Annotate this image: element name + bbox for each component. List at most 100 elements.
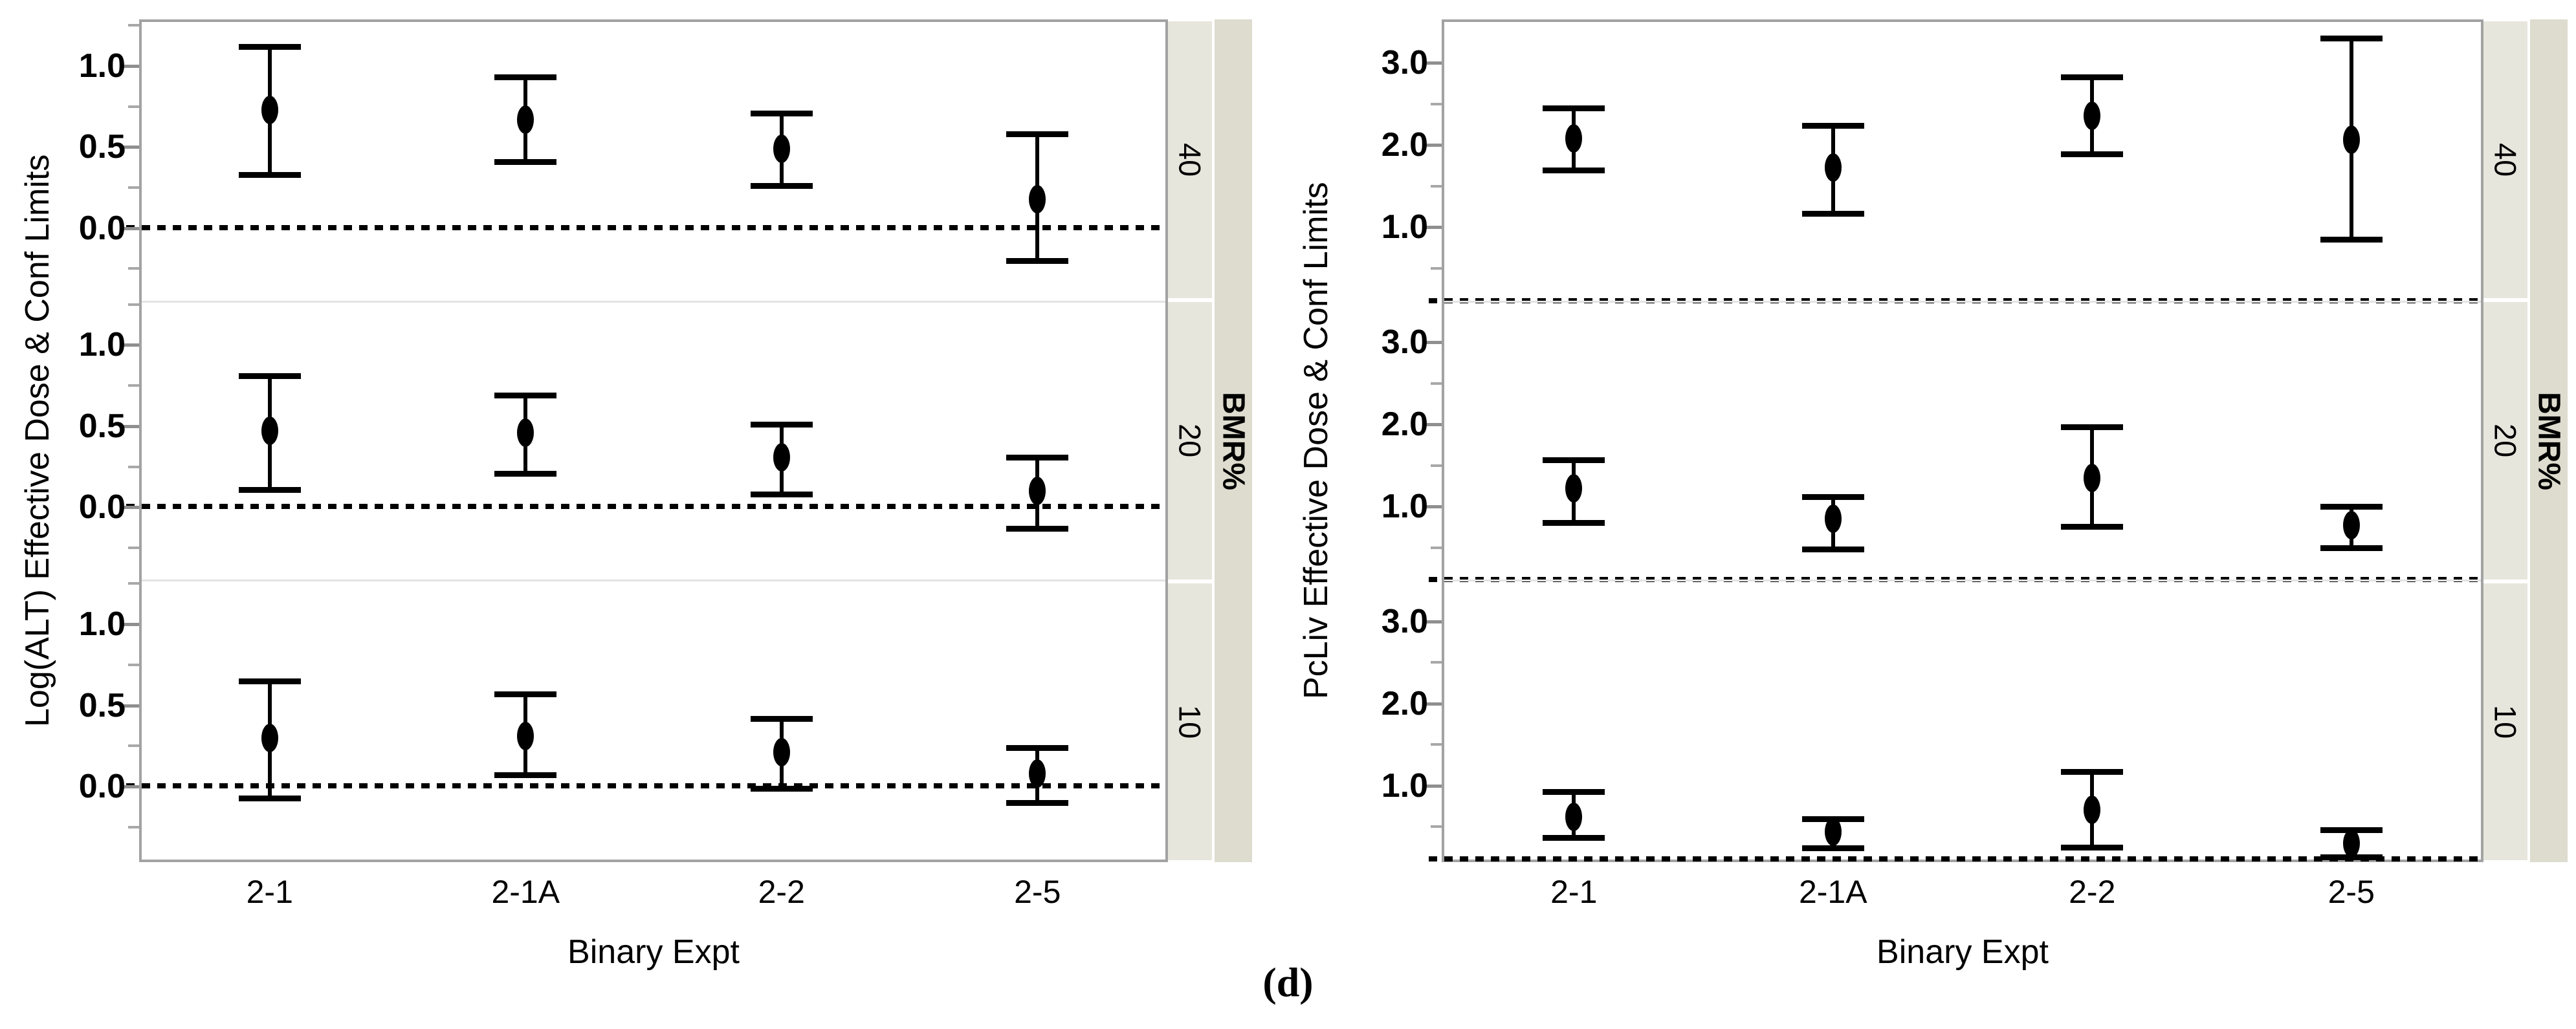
- error-bar-cap-top: [750, 110, 813, 116]
- y-tick-label: 0.5: [78, 686, 126, 724]
- point-marker: [2342, 829, 2360, 858]
- point-marker: [1824, 504, 1842, 534]
- y-minor-tick: [1431, 825, 1442, 829]
- y-tick-label: 1.0: [1381, 488, 1428, 526]
- y-major-tick: [1424, 505, 1442, 509]
- point-marker: [261, 95, 278, 124]
- y-minor-tick: [1431, 546, 1442, 549]
- error-bar-cap-bottom: [1543, 167, 1605, 173]
- point-marker: [2342, 125, 2360, 154]
- y-minor-tick: [1431, 184, 1442, 188]
- error-bar-cap-top: [1006, 744, 1069, 751]
- y-tick-label: 3.0: [1381, 323, 1428, 362]
- y-minor-tick: [128, 663, 139, 666]
- y-tick-label: 2.0: [1381, 406, 1428, 444]
- reference-line: [1429, 856, 2481, 861]
- subplot-boundary: [142, 300, 1165, 303]
- point-marker: [261, 417, 278, 446]
- error-bar-cap-bottom: [1543, 834, 1605, 841]
- error-bar-cap-bottom: [238, 795, 301, 801]
- x-category-label: 2-5: [1014, 874, 1061, 910]
- error-bar-cap-top: [238, 678, 301, 684]
- y-minor-tick: [128, 105, 139, 108]
- point-marker: [2084, 101, 2101, 130]
- error-bar-cap-bottom: [750, 183, 813, 190]
- error-bar-cap-bottom: [1801, 547, 1864, 553]
- y-major-tick: [121, 506, 139, 510]
- error-bar-cap-bottom: [494, 772, 557, 779]
- error-bar-cap-bottom: [1006, 257, 1069, 264]
- error-bar-cap-top: [2061, 74, 2124, 81]
- y-tick-label: 1.0: [78, 326, 126, 364]
- error-bar-cap-bottom: [1006, 526, 1069, 532]
- y-major-tick: [1424, 702, 1442, 706]
- x-category-label: 2-1: [246, 874, 293, 910]
- error-bar-cap-top: [750, 422, 813, 428]
- y-major-tick: [121, 704, 139, 708]
- point-marker: [1029, 759, 1046, 788]
- y-tick-label: 3.0: [1381, 602, 1428, 640]
- error-bar-cap-bottom: [2061, 844, 2124, 850]
- strip-title-left: BMR%: [1215, 19, 1252, 862]
- error-bar-cap-bottom: [238, 486, 301, 493]
- point-marker: [1824, 153, 1842, 182]
- y-tick-label: 1.0: [78, 605, 126, 644]
- y-minor-tick: [128, 465, 139, 468]
- reference-line: [126, 224, 1165, 230]
- y-axis-title-right: PcLiv Effective Dose & Conf Limits: [1297, 182, 1335, 700]
- y-tick-label: 3.0: [1381, 44, 1428, 82]
- y-major-tick: [1424, 620, 1442, 623]
- error-bar-cap-bottom: [750, 785, 813, 792]
- subplot-boundary: [1444, 579, 2481, 582]
- y-tick-label: 1.0: [1381, 208, 1428, 246]
- point-marker: [1029, 184, 1046, 213]
- point-marker: [517, 418, 534, 447]
- error-bar-cap-bottom: [494, 470, 557, 477]
- y-tick-label: 1.0: [78, 47, 126, 85]
- error-bar-cap-top: [1801, 122, 1864, 129]
- y-minor-tick: [128, 825, 139, 829]
- strip-title-right: BMR%: [2530, 19, 2568, 862]
- error-bar-cap-bottom: [494, 158, 557, 165]
- reference-line: [126, 783, 1165, 789]
- y-major-tick: [121, 226, 139, 230]
- x-category-label: 2-1A: [491, 874, 560, 910]
- strip-label-block: 40: [1168, 21, 1212, 299]
- error-bar-cap-bottom: [1801, 210, 1864, 217]
- error-bar-cap-bottom: [2320, 545, 2383, 551]
- y-minor-tick: [128, 186, 139, 189]
- error-bar-cap-top: [1801, 493, 1864, 500]
- point-marker: [773, 442, 790, 471]
- point-marker: [2342, 511, 2360, 540]
- y-tick-label: 0.0: [78, 209, 126, 247]
- point-marker: [517, 105, 534, 134]
- error-bar-cap-bottom: [2061, 523, 2124, 530]
- point-marker: [2084, 463, 2101, 492]
- x-category-label: 2-2: [2069, 874, 2116, 910]
- error-bar-cap-top: [238, 373, 301, 380]
- strip-label-block: 10: [1168, 583, 1212, 860]
- error-bar-cap-bottom: [1006, 800, 1069, 807]
- point-marker: [1565, 474, 1583, 503]
- point-marker: [2084, 795, 2101, 824]
- point-marker: [1565, 124, 1583, 153]
- error-bar-cap-top: [750, 715, 813, 722]
- y-major-tick: [1424, 61, 1442, 65]
- error-bar-cap-top: [2320, 504, 2383, 510]
- point-marker: [261, 723, 278, 752]
- y-tick-label: 2.0: [1381, 126, 1428, 164]
- strip-label-block: 40: [2483, 21, 2527, 299]
- error-bar-cap-top: [1006, 131, 1069, 138]
- error-bar-cap-top: [238, 43, 301, 50]
- error-bar-cap-top: [2061, 424, 2124, 430]
- point-marker: [773, 134, 790, 163]
- x-category-label: 2-1A: [1798, 874, 1867, 910]
- y-minor-tick: [1431, 464, 1442, 467]
- y-major-tick: [121, 343, 139, 347]
- reference-line: [126, 504, 1165, 510]
- point-marker: [517, 722, 534, 751]
- point-marker: [1824, 817, 1842, 846]
- strip-label-block: 20: [1168, 302, 1212, 579]
- x-axis-title-right: Binary Expt: [1877, 933, 2049, 971]
- error-bar-cap-bottom: [2061, 151, 2124, 158]
